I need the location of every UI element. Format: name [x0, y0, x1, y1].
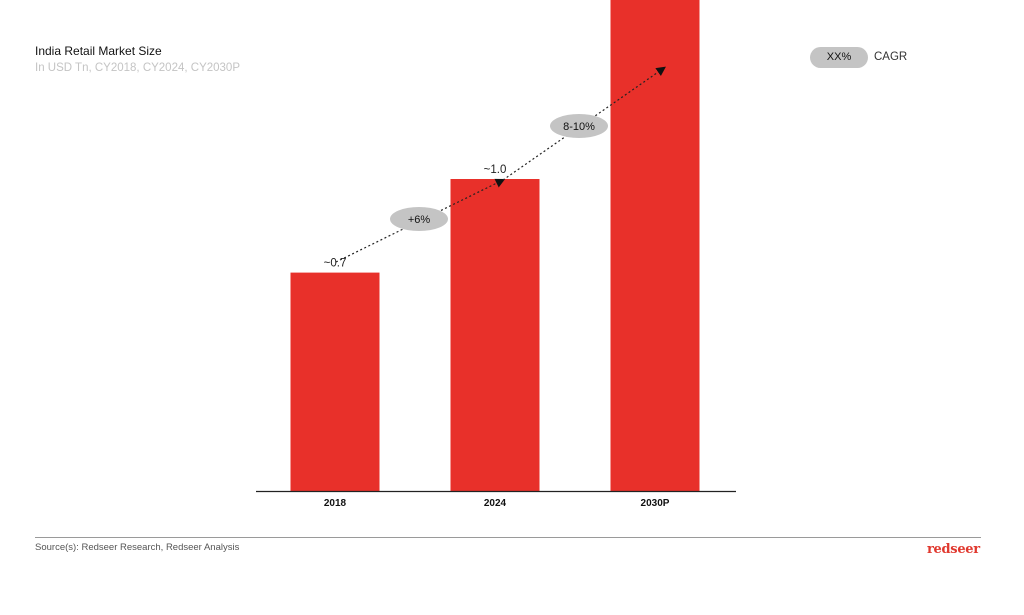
bar-2024 — [450, 179, 540, 491]
legend: XX% CAGR — [810, 46, 907, 68]
bar-2030P — [610, 0, 700, 492]
data-label-2024: ~1.0 — [484, 164, 507, 176]
redseer-logo: redseer — [927, 542, 980, 557]
x-tick-2018: 2018 — [324, 498, 347, 509]
cagr-label-1: +6% — [408, 214, 431, 226]
footer-divider — [35, 537, 981, 538]
bar-2018 — [290, 272, 380, 491]
cagr-arrow-2 — [502, 66, 666, 181]
chart-title: India Retail Market Size — [35, 44, 162, 58]
cagr-label-2: 8-10% — [563, 121, 595, 133]
legend-pill: XX% — [810, 46, 868, 68]
source-note: Source(s): Redseer Research, Redseer Ana… — [35, 542, 240, 553]
x-tick-2030P: 2030P — [641, 498, 670, 509]
cagr-pill-1 — [390, 207, 448, 231]
legend-label: CAGR — [874, 51, 908, 63]
chart-subtitle: In USD Tn, CY2018, CY2024, CY2030P — [35, 62, 240, 74]
x-tick-2024: 2024 — [484, 498, 507, 509]
data-label-2018: ~0.7 — [324, 258, 347, 270]
cagr-pill-2 — [550, 114, 608, 138]
